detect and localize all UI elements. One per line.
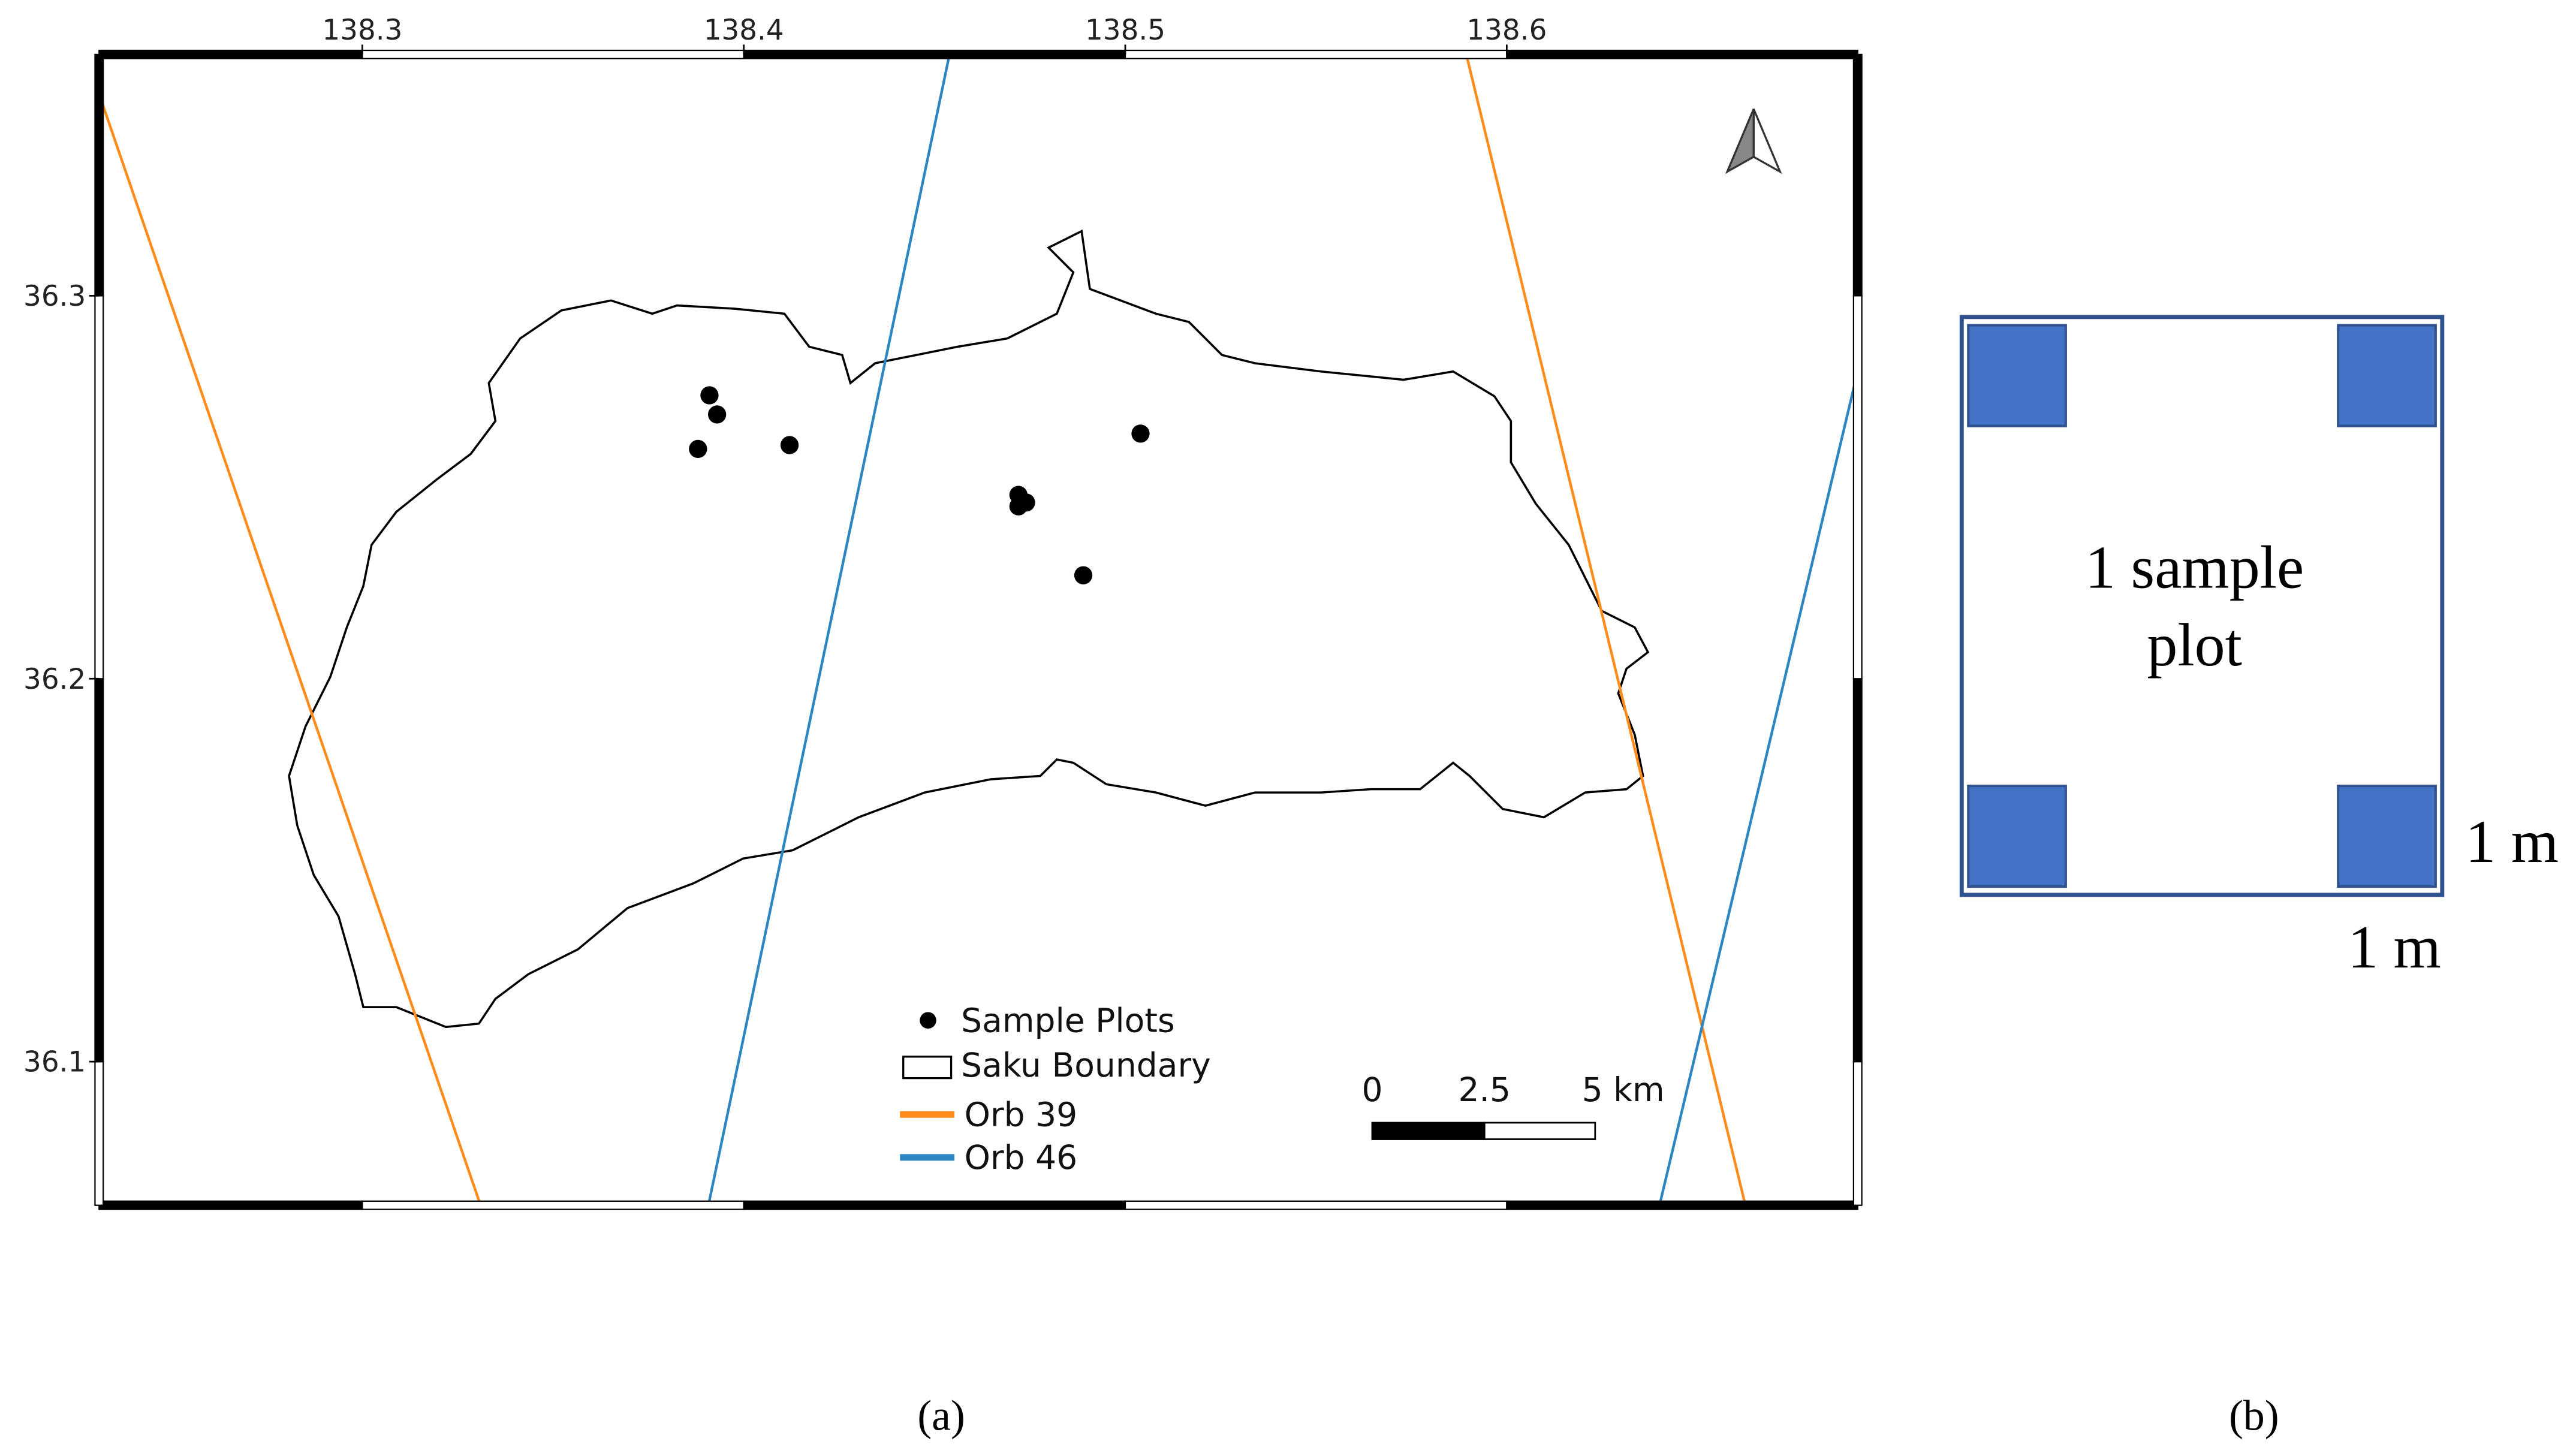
frame-stripe	[1852, 53, 1863, 297]
scale-label: 5 km	[1582, 1071, 1665, 1109]
sample-point	[1074, 566, 1093, 584]
orbit-46-line	[707, 54, 951, 1206]
subplot-square	[2337, 324, 2437, 427]
frame-stripe	[98, 49, 363, 59]
map-area	[99, 54, 1858, 1205]
orbit-39-line	[98, 94, 482, 1206]
subplot-square	[2337, 785, 2437, 888]
sample-point	[1009, 497, 1028, 516]
dimension-label: 1 m	[2465, 808, 2559, 876]
frame-stripe	[94, 53, 104, 297]
subplot-square	[1967, 785, 2067, 888]
legend-label: Saku Boundary	[961, 1046, 1211, 1084]
frame-stripe	[1506, 1200, 1858, 1210]
frame-stripe	[98, 1200, 363, 1210]
legend-label: Orb 39	[965, 1096, 1078, 1134]
orbit-46-line	[1658, 371, 1859, 1206]
x-tick-label: 138.5	[1085, 14, 1165, 47]
scale-label: 0	[1361, 1071, 1382, 1109]
frame-stripe	[94, 678, 104, 1063]
legend-label: Orb 46	[965, 1138, 1078, 1177]
frame-stripe	[361, 49, 745, 59]
frame-stripe	[1506, 49, 1858, 59]
y-tick-label: 36.3	[23, 281, 86, 313]
frame-stripe	[94, 1061, 104, 1206]
plot-text: 1 sample	[2085, 534, 2304, 602]
frame-stripe	[1852, 678, 1863, 1063]
sample-point	[708, 405, 727, 424]
y-tick-label: 36.1	[23, 1047, 86, 1079]
plot-diagram: 1 sample plot 1 m 1 m (b)	[1959, 315, 2559, 1439]
y-tick-label: 36.2	[23, 664, 86, 696]
panel-label: (b)	[2229, 1392, 2279, 1439]
frame-stripe	[743, 49, 1126, 59]
frame-stripe	[1852, 1061, 1863, 1206]
x-tick-label: 138.4	[704, 14, 784, 47]
legend-box-symbol	[902, 1056, 953, 1080]
scale-bar	[1483, 1122, 1596, 1140]
panel-label: (a)	[917, 1392, 965, 1439]
sample-points	[689, 386, 1150, 584]
frame-stripe	[1124, 1200, 1508, 1210]
subplot-square	[1967, 324, 2067, 427]
dimension-label: 1 m	[2348, 914, 2441, 981]
frame-stripe	[94, 295, 104, 680]
frame-stripe	[361, 1200, 745, 1210]
north-arrow	[1725, 108, 1755, 174]
orbit-39-line	[1465, 54, 1747, 1206]
frame-stripe	[743, 1200, 1126, 1210]
legend-point-symbol	[920, 1012, 936, 1029]
map-frame: 138.3 138.4 138.5 138.6 36.1 36.2 36.3	[23, 14, 1863, 1210]
frame-stripe	[1124, 49, 1508, 59]
scale-bar	[1371, 1122, 1486, 1140]
plot-text: plot	[2147, 611, 2242, 679]
sample-point	[700, 386, 719, 405]
sample-point	[1131, 424, 1150, 443]
x-tick-label: 138.3	[322, 14, 402, 47]
saku-boundary	[288, 229, 1650, 1029]
map-panel: 138.3 138.4 138.5 138.6 36.1 36.2 36.3 Sample …	[23, 14, 1863, 1439]
sample-point	[780, 436, 799, 454]
scale-label: 2.5	[1458, 1071, 1511, 1109]
legend-label: Sample Plots	[961, 1002, 1175, 1040]
frame-stripe	[1852, 295, 1863, 680]
x-tick-label: 138.6	[1466, 14, 1547, 47]
sample-point	[689, 439, 707, 459]
